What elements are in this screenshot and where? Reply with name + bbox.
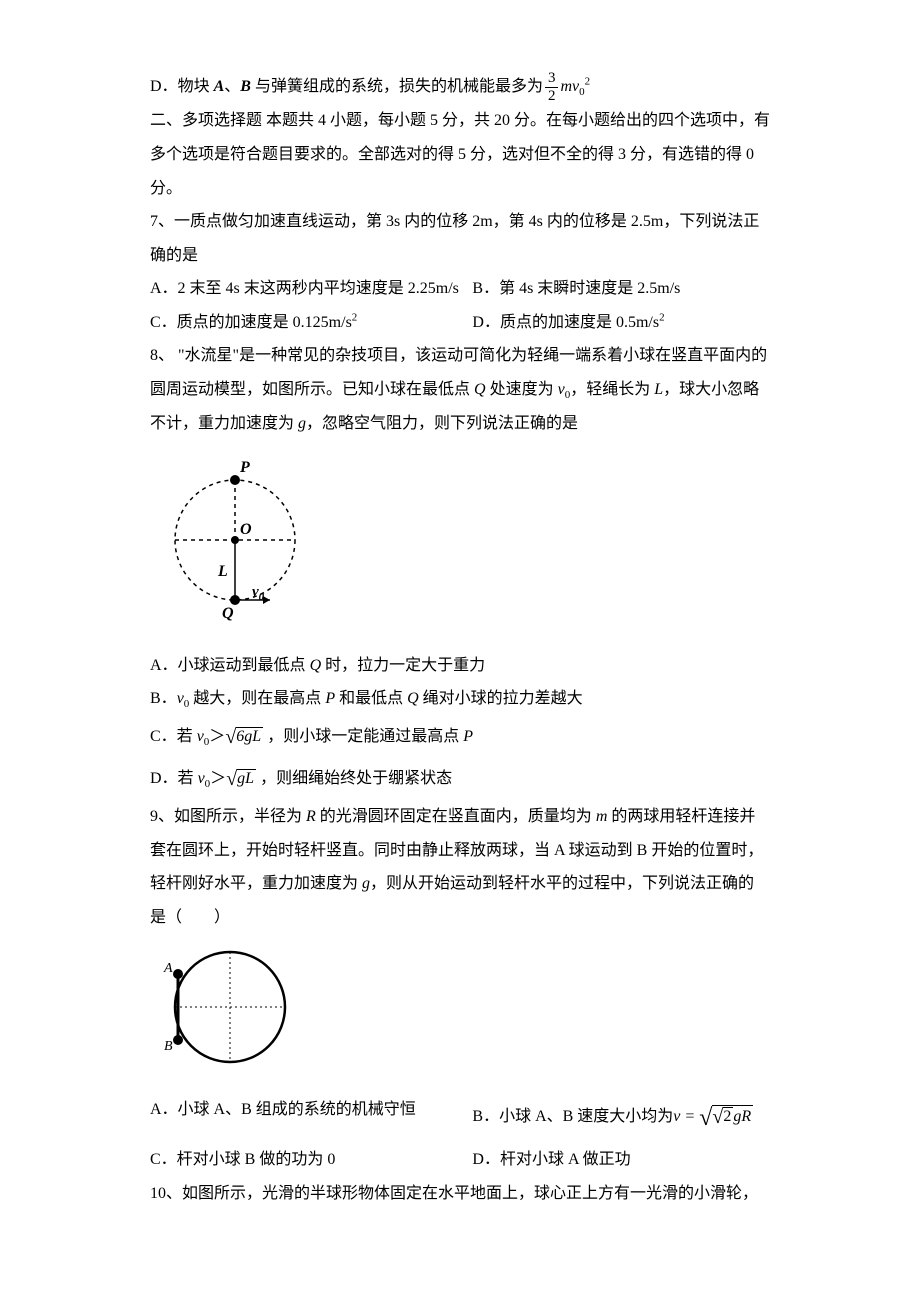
var-v: v <box>198 770 205 787</box>
q8-A: A．小球运动到最低点 Q 时，拉力一定大于重力 <box>150 649 770 683</box>
svg-text:L: L <box>217 563 228 580</box>
text: 物块 <box>178 78 214 95</box>
svg-text:P: P <box>239 459 250 476</box>
denominator: 2 <box>545 88 559 105</box>
q7-row-ab: A．2 末至 4s 末这两秒内平均速度是 2.25m/s B．第 4s 末瞬时速… <box>150 272 770 306</box>
q8-stem: 8、 "水流星"是一种常见的杂技项目，该运动可简化为轻绳一端系着小球在竖直平面内… <box>150 339 770 440</box>
var-P: P <box>463 728 473 745</box>
q7-D: D．质点的加速度是 0.5m/s2 <box>472 306 770 340</box>
q9-D: D．杆对小球 A 做正功 <box>472 1143 770 1177</box>
text: D．若 <box>150 770 198 787</box>
text: A．小球运动到最低点 <box>150 657 310 674</box>
text: ，忽略空气阻力，则下列说法正确的是 <box>306 415 578 432</box>
label: D． <box>150 78 178 95</box>
outer-arg: √2gR <box>712 1105 753 1125</box>
text: C．若 <box>150 728 197 745</box>
var-v: v <box>177 690 184 707</box>
svg-text:B: B <box>164 1039 173 1054</box>
q9-C: C．杆对小球 B 做的功为 0 <box>150 1143 472 1177</box>
sqrt: √gL <box>226 758 256 800</box>
section-2-header: 二、多项选择题 本题共 4 小题，每小题 5 分，共 20 分。在每小题给出的四… <box>150 104 770 205</box>
gR: gR <box>733 1108 751 1125</box>
text: D．质点的加速度是 0.5m/s <box>472 314 659 331</box>
var-R: R <box>306 808 316 825</box>
gt: ＞ <box>209 728 225 745</box>
q9-figure: A B <box>150 942 770 1085</box>
text: ，则细绳始终处于绷紧状态 <box>256 770 452 787</box>
text: 9、如图所示，半径为 <box>150 808 306 825</box>
q7-row-cd: C．质点的加速度是 0.125m/s2 D．质点的加速度是 0.5m/s2 <box>150 306 770 340</box>
fraction: 32 <box>545 70 559 104</box>
var-v: v <box>197 728 204 745</box>
page: D．物块 A、B 与弹簧组成的系统，损失的机械能最多为32mv02 二、多项选择… <box>0 0 920 1251</box>
var-g: g <box>362 875 370 892</box>
text: 绳对小球的拉力差越大 <box>419 690 583 707</box>
option-d: D．物块 A、B 与弹簧组成的系统，损失的机械能最多为32mv02 <box>150 70 770 104</box>
q9-B: B．小球 A、B 速度大小均为v = √√2gR <box>472 1093 770 1143</box>
q9-row-cd: C．杆对小球 B 做的功为 0 D．杆对小球 A 做正功 <box>150 1143 770 1177</box>
sup: 2 <box>352 312 358 324</box>
q7-B: B．第 4s 末瞬时速度是 2.5m/s <box>472 272 770 306</box>
q8-D: D．若 v0＞√gL ，则细绳始终处于绷紧状态 <box>150 758 770 800</box>
inner-arg: 2 <box>723 1107 733 1125</box>
q9-row-ab: A．小球 A、B 组成的系统的机械守恒 B．小球 A、B 速度大小均为v = √… <box>150 1093 770 1143</box>
var-v: v <box>558 381 565 398</box>
sep: 、 <box>224 78 240 95</box>
circle-diagram: P O L Q v0 <box>150 448 320 628</box>
var-Q: Q <box>310 657 322 674</box>
q9-A: A．小球 A、B 组成的系统的机械守恒 <box>150 1093 472 1143</box>
var-Q: Q <box>474 381 486 398</box>
var-L: L <box>654 381 663 398</box>
numerator: 3 <box>545 70 559 88</box>
text: C．质点的加速度是 0.125m/s <box>150 314 352 331</box>
text: 时，拉力一定大于重力 <box>321 657 485 674</box>
var-g: g <box>298 415 306 432</box>
svg-text:Q: Q <box>222 605 234 622</box>
var-P: P <box>325 690 335 707</box>
q7-stem: 7、一质点做匀加速直线运动，第 3s 内的位移 2m，第 4s 内的位移是 2.… <box>150 205 770 272</box>
var-B: B <box>240 78 251 95</box>
ring-diagram: A B <box>150 942 300 1072</box>
gt: ＞ <box>210 770 226 787</box>
arg: 6gL <box>236 727 263 745</box>
q7-C: C．质点的加速度是 0.125m/s2 <box>150 306 472 340</box>
sub: 0 <box>579 86 585 98</box>
text: 与弹簧组成的系统，损失的机械能最多为 <box>251 78 543 95</box>
arg: gL <box>237 769 256 787</box>
svg-text:O: O <box>240 521 252 538</box>
text: 处速度为 <box>486 381 558 398</box>
text: 和最低点 <box>335 690 407 707</box>
sup: 2 <box>659 312 665 324</box>
var-A: A <box>214 78 225 95</box>
inner-sqrt: √2 <box>712 1096 733 1138</box>
svg-text:A: A <box>163 961 173 976</box>
q8-C: C．若 v0＞√6gL ，则小球一定能通过最高点 P <box>150 716 770 758</box>
var-m: m <box>596 808 608 825</box>
q7-A: A．2 末至 4s 末这两秒内平均速度是 2.25m/s <box>150 272 472 306</box>
text: B．小球 A、B 速度大小均为 <box>472 1108 673 1125</box>
sup: 2 <box>585 76 591 88</box>
q9-stem: 9、如图所示，半径为 R 的光滑圆环固定在竖直面内，质量均为 m 的两球用轻杆连… <box>150 800 770 934</box>
mv: mv <box>560 78 579 95</box>
var-Q: Q <box>407 690 419 707</box>
text: ，则小球一定能通过最高点 <box>263 728 463 745</box>
text: ，轻绳长为 <box>570 381 654 398</box>
text: 的光滑圆环固定在竖直面内，质量均为 <box>316 808 596 825</box>
outer-sqrt: √√2gR <box>699 1093 753 1143</box>
text: 越大，则在最高点 <box>189 690 325 707</box>
text: B． <box>150 690 177 707</box>
q10-stem: 10、如图所示，光滑的半球形物体固定在水平地面上，球心正上方有一光滑的小滑轮， <box>150 1177 770 1211</box>
sqrt: √6gL <box>225 716 263 758</box>
q8-figure: P O L Q v0 <box>150 448 770 641</box>
v-eq: v = <box>673 1108 695 1125</box>
q8-B: B．v0 越大，则在最高点 P 和最低点 Q 绳对小球的拉力差越大 <box>150 682 770 716</box>
